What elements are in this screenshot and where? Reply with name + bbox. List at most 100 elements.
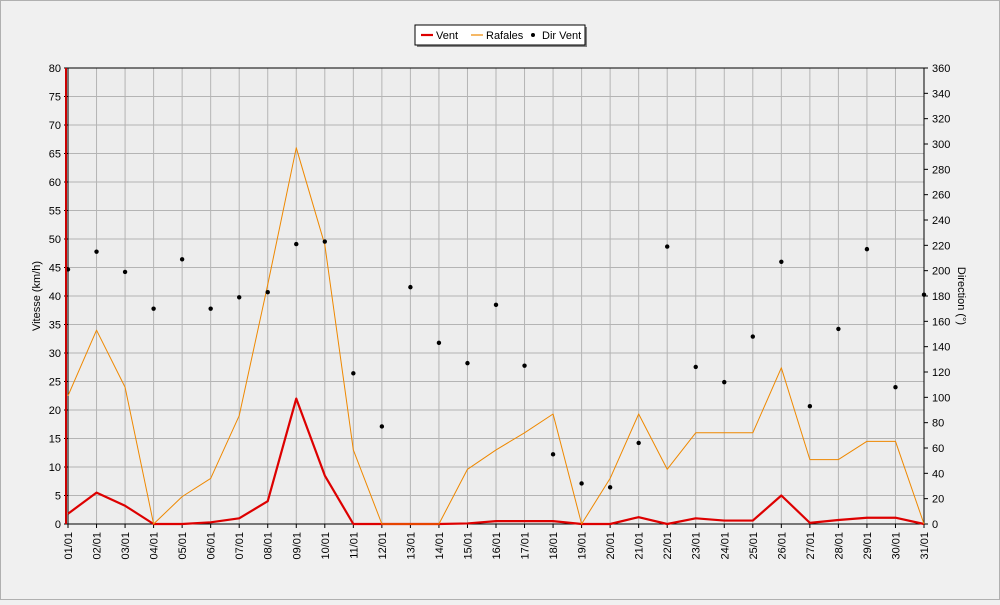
legend-box xyxy=(414,24,586,46)
y-right-tick-label: 200 xyxy=(932,266,950,278)
x-tick-label: 04/01 xyxy=(149,532,161,560)
x-tick-label: 08/01 xyxy=(263,532,275,560)
y-right-tick-label: 100 xyxy=(932,392,950,404)
y-right-tick-label: 260 xyxy=(932,190,950,202)
legend-label-rafales: Rafales xyxy=(486,30,524,42)
dir-vent-point xyxy=(522,363,527,368)
x-tick-label: 05/01 xyxy=(177,532,189,560)
dir-vent-point xyxy=(294,241,299,247)
x-tick-label: 23/01 xyxy=(691,532,703,560)
x-tick-label: 03/01 xyxy=(120,532,132,560)
y-tick-label: 30 xyxy=(49,348,61,360)
x-tick-label: 14/01 xyxy=(434,532,446,560)
y-tick-label: 75 xyxy=(49,92,61,104)
dir-vent-point xyxy=(436,340,442,346)
x-tick-label: 27/01 xyxy=(805,532,817,560)
x-tick-label: 06/01 xyxy=(206,532,218,560)
x-tick-label: 28/01 xyxy=(833,532,845,560)
dir-vent-point xyxy=(836,326,841,332)
y-tick-label: 0 xyxy=(55,519,61,531)
y-tick-label: 15 xyxy=(49,434,61,446)
dir-vent-point xyxy=(550,452,556,457)
x-tick-label: 29/01 xyxy=(862,532,874,560)
y-tick-label: 50 xyxy=(49,234,61,246)
y-axis-title: Vitesse (km/h) xyxy=(31,261,43,331)
legend-label-vent: Vent xyxy=(436,30,458,42)
y-right-tick-label: 320 xyxy=(932,114,950,126)
y-right-tick-label: 140 xyxy=(932,342,950,354)
x-tick-label: 11/01 xyxy=(348,532,360,559)
dir-vent-series xyxy=(65,239,927,490)
dir-vent-point xyxy=(322,239,327,244)
y-right-tick-label: 220 xyxy=(932,240,950,252)
y-tick-label: 10 xyxy=(49,462,61,474)
dir-vent-point xyxy=(465,360,470,366)
dir-vent-point xyxy=(237,295,242,300)
dir-vent-point xyxy=(893,385,898,390)
dir-vent-point xyxy=(807,404,813,409)
dir-vent-point xyxy=(864,246,870,252)
dir-vent-point xyxy=(750,334,755,339)
y-tick-label: 25 xyxy=(49,377,61,389)
x-tick-label: 31/01 xyxy=(919,532,931,560)
y-right-tick-label: 360 xyxy=(932,63,950,75)
rafales-line xyxy=(67,147,925,525)
y-right-tick-label: 300 xyxy=(932,139,950,151)
y-tick-label: 80 xyxy=(49,63,61,75)
x-tick-label: 13/01 xyxy=(405,532,417,560)
dir-vent-point xyxy=(265,290,270,295)
x-tick-label: 15/01 xyxy=(462,532,474,560)
x-tick-label: 21/01 xyxy=(634,532,646,560)
y-right-tick-label: 0 xyxy=(932,519,938,531)
y-tick-label: 55 xyxy=(49,206,61,218)
y-right-tick-label: 120 xyxy=(932,367,950,379)
x-tick-label: 26/01 xyxy=(776,532,788,560)
vent-line xyxy=(67,397,925,526)
dir-vent-point xyxy=(579,481,584,486)
y-tick-label: 45 xyxy=(49,263,61,275)
y-right-tick-label: 160 xyxy=(932,316,950,328)
legend: Vent Rafales Dir Vent xyxy=(414,24,587,47)
dir-vent-point xyxy=(179,257,185,262)
y-tick-label: 65 xyxy=(49,149,61,161)
y-right-tick-label: 240 xyxy=(932,215,950,227)
dir-vent-point xyxy=(722,379,727,385)
dir-vent-point xyxy=(665,244,670,249)
x-tick-label: 25/01 xyxy=(748,532,760,560)
y-right-tick-label: 340 xyxy=(932,88,950,100)
plot-area: 0 5 10 15 20 25 30 35 40 45 50 55 60 65 70 75 80 0 20 40 60 8… xyxy=(31,63,967,560)
y-tick-label: 60 xyxy=(49,177,61,189)
x-tick-label: 10/01 xyxy=(320,532,332,560)
dir-vent-point xyxy=(408,284,413,290)
dir-vent-point xyxy=(493,302,499,308)
x-tick-label: 30/01 xyxy=(890,532,902,560)
y-tick-label: 20 xyxy=(49,405,61,417)
y-right-tick-label: 80 xyxy=(932,418,944,430)
x-tick-label: 20/01 xyxy=(605,532,617,560)
dir-vent-point xyxy=(122,269,128,275)
x-tick-label: 24/01 xyxy=(719,532,731,560)
y-right-tick-label: 60 xyxy=(932,443,944,455)
x-tick-label: 01/01 xyxy=(63,532,75,560)
legend-label-dir-vent: Dir Vent xyxy=(542,30,581,42)
x-tick-label: 19/01 xyxy=(577,532,589,560)
dir-vent-point xyxy=(921,292,927,297)
dir-vent-point xyxy=(693,364,698,370)
dir-vent-point xyxy=(636,440,641,446)
y-right-tick-label: 20 xyxy=(932,494,944,506)
x-tick-label: 16/01 xyxy=(491,532,503,560)
dir-vent-point xyxy=(94,249,99,254)
y-right-axis-title: Direction (°) xyxy=(955,267,967,325)
y-tick-label: 70 xyxy=(49,120,61,132)
y-right-tick-label: 40 xyxy=(932,468,944,480)
dir-vent-point xyxy=(379,424,385,429)
y-tick-label: 40 xyxy=(49,291,61,303)
dir-vent-point xyxy=(607,485,613,490)
x-tick-label: 09/01 xyxy=(291,532,303,560)
dir-vent-point xyxy=(151,306,156,311)
x-tick-label: 17/01 xyxy=(520,532,532,560)
dir-vent-point xyxy=(351,371,356,376)
x-tick-label: 18/01 xyxy=(548,532,560,560)
